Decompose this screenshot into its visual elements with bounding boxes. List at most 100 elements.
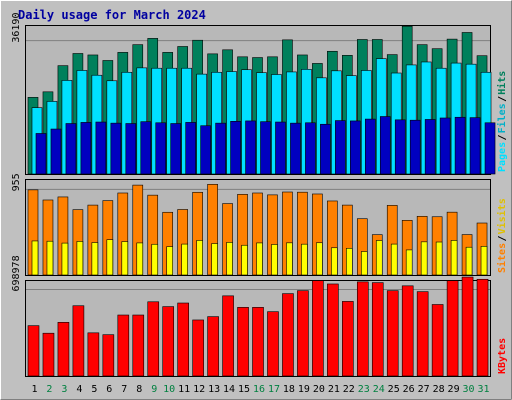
legend-top-4: Hits <box>496 71 508 95</box>
x-label-day-1: 1 <box>31 384 37 395</box>
x-label-day-30: 30 <box>463 384 475 395</box>
bar-kbytes-day-8 <box>132 314 145 377</box>
bar-kbytes-day-1 <box>27 325 40 377</box>
bar-kbytes-day-27 <box>416 291 429 377</box>
bar-kbytes-day-20 <box>312 280 324 377</box>
bar-sites-day-21 <box>331 247 338 276</box>
y-max-label-bottom: 698978 <box>11 255 22 291</box>
bar-pages-day-1 <box>35 133 47 175</box>
bar-pages-day-8 <box>140 121 152 175</box>
bar-sites-day-12 <box>196 240 203 276</box>
bar-sites-day-7 <box>121 241 129 276</box>
bar-sites-day-22 <box>346 247 353 276</box>
x-label-day-28: 28 <box>433 384 445 395</box>
bar-pages-day-15 <box>245 120 256 175</box>
bar-pages-day-16 <box>260 121 271 175</box>
bar-pages-day-12 <box>200 125 211 175</box>
bar-sites-day-27 <box>420 241 428 276</box>
bar-sites-day-31 <box>480 246 488 276</box>
bar-kbytes-day-7 <box>117 314 130 377</box>
bars <box>27 25 496 377</box>
legend-middle-0: Sites <box>496 243 508 273</box>
x-label-day-8: 8 <box>136 384 142 395</box>
bar-pages-day-24 <box>379 116 391 175</box>
y-max-label-middle: 955 <box>11 173 22 191</box>
bar-pages-day-17 <box>275 121 286 175</box>
legend-top-0: Pages <box>497 142 508 172</box>
bar-kbytes-day-10 <box>162 306 175 377</box>
x-label-day-18: 18 <box>283 384 295 395</box>
bar-sites-day-1 <box>31 240 39 276</box>
bar-sites-day-8 <box>136 242 144 276</box>
bar-sites-day-23 <box>360 251 368 276</box>
bar-sites-day-15 <box>241 244 248 276</box>
bar-kbytes-day-13 <box>207 316 219 377</box>
bar-sites-day-29 <box>450 240 458 276</box>
x-label-day-2: 2 <box>46 384 52 395</box>
x-label-day-4: 4 <box>76 384 82 395</box>
x-label-day-25: 25 <box>388 384 400 395</box>
legend-top-3: / <box>497 96 508 102</box>
x-label-day-12: 12 <box>193 384 205 395</box>
bar-pages-day-21 <box>335 120 346 175</box>
bar-kbytes-day-31 <box>476 278 489 377</box>
bar-kbytes-day-24 <box>371 282 384 377</box>
x-label-day-26: 26 <box>403 384 415 395</box>
bar-kbytes-day-9 <box>147 301 160 377</box>
legend-bottom-0: KBytes <box>497 338 508 374</box>
bar-sites-day-18 <box>286 242 293 276</box>
bar-sites-day-3 <box>61 242 69 276</box>
bar-sites-day-6 <box>106 239 114 276</box>
bar-kbytes-day-4 <box>72 305 85 377</box>
bar-pages-day-20 <box>320 123 331 175</box>
x-label-day-27: 27 <box>418 384 430 395</box>
bar-kbytes-day-28 <box>431 304 444 377</box>
x-label-day-23: 23 <box>358 384 370 395</box>
x-label-day-5: 5 <box>91 384 97 395</box>
bar-pages-day-25 <box>394 119 406 175</box>
bar-pages-day-14 <box>230 121 241 175</box>
bar-kbytes-day-22 <box>342 301 354 377</box>
bar-pages-day-2 <box>50 128 62 175</box>
bar-pages-day-10 <box>170 123 182 175</box>
x-label-day-24: 24 <box>373 384 385 395</box>
bar-kbytes-day-15 <box>237 307 249 377</box>
bar-pages-day-30 <box>469 117 481 175</box>
bar-kbytes-day-23 <box>356 281 369 377</box>
x-label-day-29: 29 <box>448 384 460 395</box>
bar-kbytes-day-14 <box>222 295 234 377</box>
bar-pages-day-6 <box>110 122 122 175</box>
x-label-day-13: 13 <box>208 384 220 395</box>
y-max-label-top: 36190 <box>11 13 22 43</box>
bar-sites-day-4 <box>76 241 84 276</box>
x-label-day-21: 21 <box>328 384 340 395</box>
bar-sites-day-5 <box>91 242 99 276</box>
bar-pages-day-7 <box>125 123 137 175</box>
x-label-day-17: 17 <box>268 384 280 395</box>
bar-pages-day-13 <box>215 122 226 175</box>
legend-middle-2: Visits <box>496 198 508 234</box>
bar-sites-day-2 <box>46 240 54 276</box>
bar-pages-day-3 <box>65 123 77 175</box>
legend-top-2: Files <box>496 103 508 133</box>
x-label-day-14: 14 <box>223 384 235 395</box>
bar-kbytes-day-11 <box>177 302 189 377</box>
bar-pages-day-19 <box>305 122 316 175</box>
bar-sites-day-28 <box>435 241 443 276</box>
bar-sites-day-10 <box>166 246 174 276</box>
bar-kbytes-day-25 <box>386 290 399 377</box>
bar-pages-day-31 <box>484 122 496 175</box>
bar-pages-day-4 <box>80 122 92 175</box>
bar-pages-day-5 <box>95 121 107 175</box>
bar-kbytes-day-29 <box>446 280 459 377</box>
bar-sites-day-13 <box>211 243 218 276</box>
x-label-day-6: 6 <box>106 384 112 395</box>
bar-sites-day-24 <box>375 240 383 276</box>
legend-top-1: / <box>497 134 508 140</box>
bar-sites-day-26 <box>405 249 413 276</box>
bar-kbytes-day-3 <box>57 322 70 377</box>
bar-kbytes-day-30 <box>461 276 474 377</box>
bar-sites-day-25 <box>390 243 398 276</box>
bar-kbytes-day-18 <box>282 293 294 377</box>
